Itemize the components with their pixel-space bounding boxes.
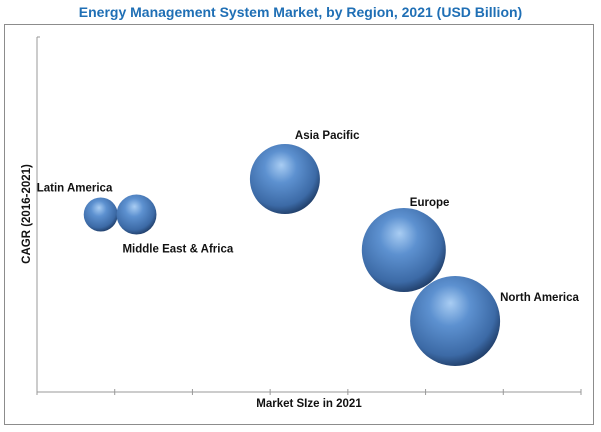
bubble-label: Asia Pacific xyxy=(295,130,360,142)
bubbles: Latin America Middle East & Africa Asia Pa… xyxy=(37,130,580,366)
y-axis-label: CAGR (2016-2021) xyxy=(21,164,33,264)
bubble-asia-pacific xyxy=(249,144,320,214)
chart-frame xyxy=(4,24,594,425)
bubble-latin-america xyxy=(83,197,118,232)
bubble-label: Middle East & Africa xyxy=(122,244,233,256)
bubble-label: North America xyxy=(500,292,579,304)
bubble-middle-east-africa xyxy=(116,194,157,235)
axes xyxy=(36,36,582,395)
bubble-north-america xyxy=(410,276,501,366)
bubble-label: Europe xyxy=(410,197,450,209)
chart-title: Energy Management System Market, by Regi… xyxy=(78,4,523,20)
bubble-label: Latin America xyxy=(37,183,113,195)
x-axis-label: Market SIze in 2021 xyxy=(256,398,362,410)
bubble-europe xyxy=(361,208,446,292)
